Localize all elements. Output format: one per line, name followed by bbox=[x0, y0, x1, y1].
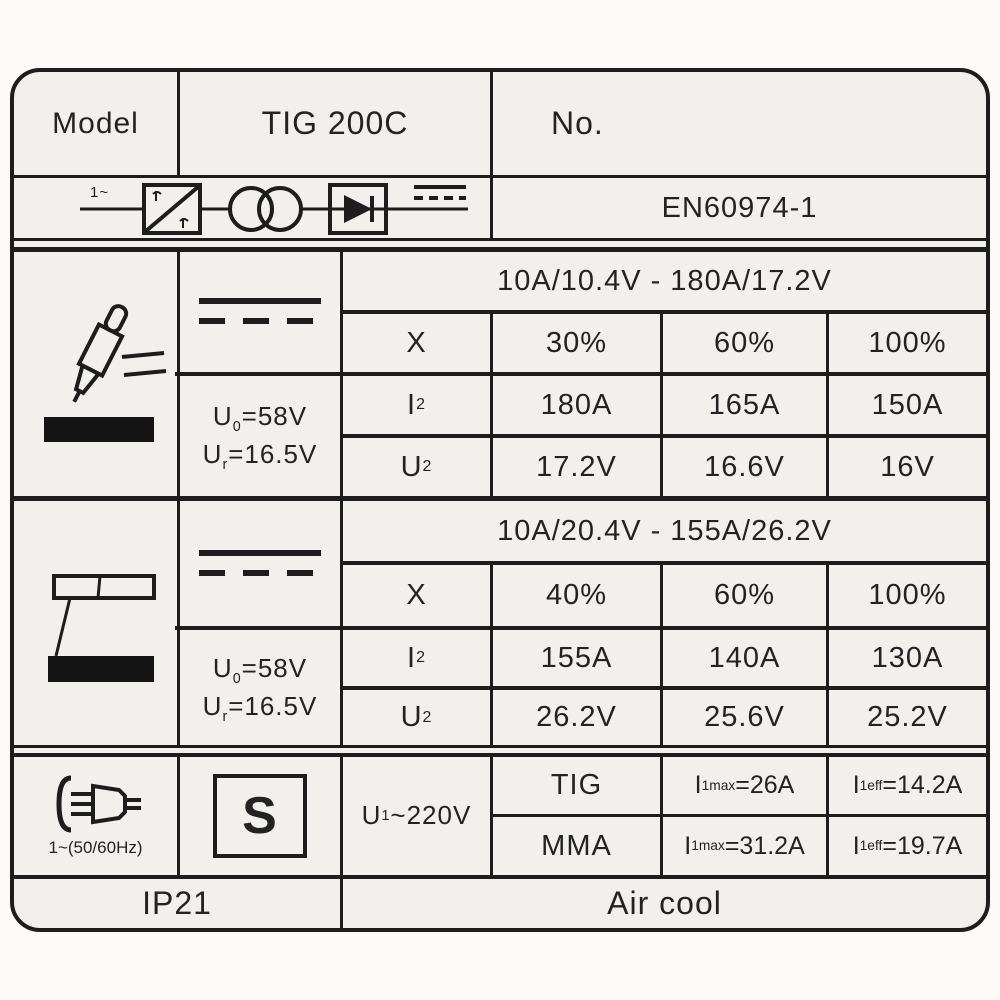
grid-line bbox=[826, 310, 829, 496]
serial-no-label: No. bbox=[551, 105, 604, 141]
s-safety-icon: S bbox=[213, 774, 307, 858]
rating-plate: Model TIG 200C No. 1~ bbox=[10, 68, 990, 932]
mma-duty-label: X bbox=[406, 579, 427, 611]
grid-line bbox=[177, 757, 180, 875]
grid-line bbox=[340, 686, 986, 690]
tig-duty-100: 100% bbox=[868, 326, 947, 359]
grid-line bbox=[177, 252, 180, 745]
tig-i1eff: I 1eff =14.2A bbox=[852, 771, 963, 799]
u1-supply-voltage: U 1 ~220V bbox=[361, 800, 472, 831]
grid-line bbox=[660, 757, 663, 875]
model-label: Model bbox=[52, 106, 139, 140]
mma-i1eff: I 1eff =19.7A bbox=[852, 831, 963, 860]
mains-plug-cell: 1~(50/60Hz) bbox=[14, 757, 177, 875]
tig-duty-30: 30% bbox=[545, 326, 608, 359]
mma-dc-icon bbox=[180, 501, 340, 626]
tig-duty-60: 60% bbox=[713, 326, 776, 359]
mma-u2-40: 26.2V bbox=[536, 701, 617, 733]
mma-i2-40: 155A bbox=[540, 641, 613, 674]
model-value: TIG 200C bbox=[261, 105, 409, 141]
grid-line bbox=[175, 626, 986, 630]
mma-ur: Ur=16.5V bbox=[202, 690, 318, 725]
grid-line bbox=[340, 757, 343, 928]
grid-line bbox=[340, 434, 986, 438]
grid-line bbox=[14, 753, 986, 757]
mma-duty-60: 60% bbox=[713, 579, 776, 611]
grid-line bbox=[340, 310, 986, 314]
grid-line bbox=[660, 310, 663, 496]
cooling-type: Air cool bbox=[607, 885, 722, 921]
mma-duty-40: 40% bbox=[545, 579, 608, 611]
transformer-icon bbox=[228, 186, 274, 232]
freq-mark bbox=[152, 191, 162, 201]
mains-plug-icon bbox=[55, 775, 141, 833]
grid-line bbox=[490, 814, 986, 817]
grid-line bbox=[826, 561, 829, 745]
workpiece bbox=[43, 417, 154, 442]
grid-line bbox=[340, 561, 986, 565]
mma-i1max: I 1max =31.2A bbox=[684, 831, 805, 860]
mma-voltage-cell: U0=58V Ur=16.5V bbox=[180, 630, 340, 745]
workpiece bbox=[47, 656, 154, 682]
tig-torch-icon bbox=[14, 252, 177, 496]
grid-line bbox=[14, 745, 986, 748]
standard-label: EN60974-1 bbox=[661, 191, 818, 224]
grid-line bbox=[14, 238, 986, 241]
grid-line bbox=[14, 496, 986, 501]
grid-line bbox=[490, 757, 493, 875]
grid-line bbox=[490, 561, 493, 745]
grid-line bbox=[14, 175, 986, 178]
tig-ur: Ur=16.5V bbox=[202, 439, 318, 474]
tig-voltage-cell: U0=58V Ur=16.5V bbox=[180, 376, 340, 496]
tig-range: 10A/10.4V - 180A/17.2V bbox=[497, 264, 832, 297]
grid-line bbox=[660, 561, 663, 745]
tig-u0: U0=58V bbox=[212, 401, 308, 436]
phase-frequency-label: 1~(50/60Hz) bbox=[48, 838, 143, 857]
mma-u0: U0=58V bbox=[212, 652, 308, 687]
transformer-icon bbox=[257, 186, 303, 232]
grid-line bbox=[490, 310, 493, 496]
grid-line bbox=[14, 875, 986, 879]
s-safety-cell: S bbox=[180, 757, 340, 875]
tig-i2-100: 150A bbox=[871, 388, 944, 421]
mma-duty-100: 100% bbox=[868, 579, 947, 611]
mma-mode-label: MMA bbox=[541, 829, 612, 862]
ip-rating: IP21 bbox=[142, 885, 212, 921]
mma-i2-100: 130A bbox=[871, 641, 944, 674]
mma-u2-100: 25.2V bbox=[867, 701, 948, 733]
grid-line bbox=[826, 757, 829, 875]
grid-line bbox=[14, 247, 986, 252]
mma-range: 10A/20.4V - 155A/26.2V bbox=[497, 514, 832, 547]
mma-i2-60: 140A bbox=[708, 641, 781, 674]
freq-mark bbox=[179, 218, 189, 228]
tig-u2-100: 16V bbox=[880, 450, 935, 483]
grid-line bbox=[175, 372, 986, 376]
single-phase-label: 1~ bbox=[90, 184, 109, 201]
tig-mode-label: TIG bbox=[550, 769, 603, 801]
tig-u2-60: 16.6V bbox=[704, 450, 785, 483]
mma-u2-60: 25.6V bbox=[704, 701, 785, 733]
tig-i2-30: 180A bbox=[540, 388, 613, 421]
grid-line bbox=[490, 72, 493, 238]
tig-i1max: I 1max =26A bbox=[694, 771, 795, 799]
tig-u2-30: 17.2V bbox=[536, 450, 617, 483]
tig-dc-icon bbox=[180, 252, 340, 372]
mma-electrode-icon bbox=[14, 501, 177, 745]
grid-line bbox=[340, 252, 343, 745]
tig-i2-60: 165A bbox=[708, 388, 781, 421]
tig-duty-label: X bbox=[406, 326, 427, 359]
power-conversion-icon: 1~ bbox=[14, 178, 490, 238]
grid-line bbox=[177, 72, 180, 175]
